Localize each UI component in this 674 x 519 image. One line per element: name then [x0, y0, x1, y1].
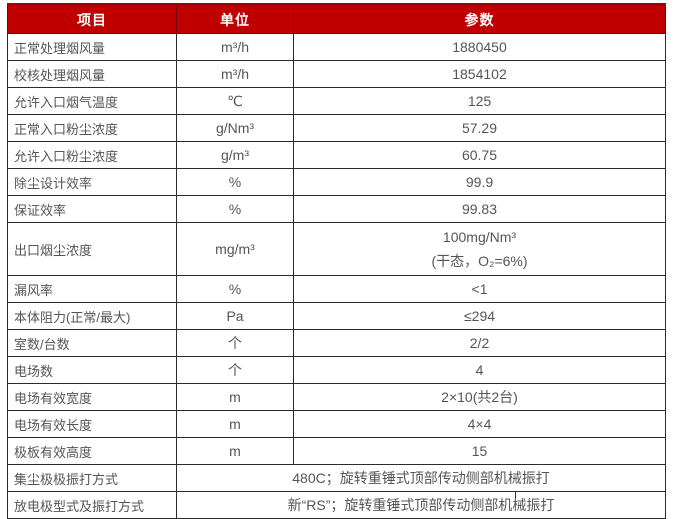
- unit-cell: m: [176, 383, 294, 411]
- value-cell: ≤294: [293, 302, 666, 330]
- value-line: (干态，O₂=6%): [431, 253, 528, 269]
- unit-cell: %: [176, 168, 294, 196]
- table-row: 电场有效宽度 m 2×10(共2台): [7, 383, 666, 411]
- table-row: 允许入口烟气温度 ℃ 125: [7, 87, 666, 115]
- merged-value-cell: 新“RS”；旋转重锤式顶部传动侧部机械振打: [176, 491, 666, 519]
- unit-cell: g/m³: [176, 141, 294, 169]
- unit-cell: m³/h: [176, 60, 294, 88]
- value-cell: 4×4: [293, 410, 666, 438]
- item-cell: 保证效率: [7, 195, 177, 223]
- table-row: 电场有效长度 m 4×4: [7, 410, 666, 438]
- unit-cell: Pa: [176, 302, 294, 330]
- unit-cell: 个: [176, 356, 294, 384]
- table-row: 出口烟尘浓度 mg/m³ 100mg/Nm³ (干态，O₂=6%): [7, 222, 666, 276]
- unit-cell: 个: [176, 329, 294, 357]
- item-cell: 校核处理烟风量: [7, 60, 177, 88]
- table-row: 本体阻力(正常/最大) Pa ≤294: [7, 302, 666, 330]
- value-cell: 1880450: [293, 33, 666, 61]
- unit-cell: %: [176, 275, 294, 303]
- table-row: 极板有效高度 m 15: [7, 437, 666, 465]
- item-cell: 室数/台数: [7, 329, 177, 357]
- table-row: 除尘设计效率% 99.9: [7, 168, 666, 196]
- value-cell: 60.75: [293, 141, 666, 169]
- value-line: 100mg/Nm³: [442, 229, 517, 245]
- item-cell: 允许入口烟气温度: [7, 87, 177, 115]
- col-header-item: 项目: [7, 3, 177, 34]
- value-cell: 99.83: [293, 195, 666, 223]
- cropped-next-row-border-left: [176, 491, 177, 498]
- unit-cell: m: [176, 410, 294, 438]
- unit-cell: g/Nm³: [176, 114, 294, 142]
- spec-table-header: 项目 单位 参数: [7, 3, 666, 34]
- value-cell: 99.9: [293, 168, 666, 196]
- value-cell: <1: [293, 275, 666, 303]
- table-row: 正常处理烟风量 m³/h 1880450: [7, 33, 666, 61]
- value-cell: 57.29: [293, 114, 666, 142]
- unit-cell: mg/m³: [176, 222, 294, 276]
- unit-cell: ℃: [176, 87, 294, 115]
- value-cell: 2/2: [293, 329, 666, 357]
- col-header-unit: 单位: [176, 3, 294, 34]
- item-cell: 正常入口粉尘浓度: [7, 114, 177, 142]
- value-cell: 2×10(共2台): [293, 383, 666, 411]
- item-cell: 漏风率: [7, 275, 177, 303]
- item-cell: 电场数: [7, 356, 177, 384]
- table-row: 室数/台数个 2/2: [7, 329, 666, 357]
- table-row: 校核处理烟风量 m³/h 1854102: [7, 60, 666, 88]
- value-cell: 125: [293, 87, 666, 115]
- spec-table: 项目 单位 参数 正常处理烟风量 m³/h 1880450 校核处理烟风量 m³/h 18…: [7, 3, 666, 519]
- spec-table-body: 正常处理烟风量 m³/h 1880450 校核处理烟风量 m³/h 1854102 允许入口…: [7, 33, 666, 519]
- item-cell: 允许入口粉尘浓度: [7, 141, 177, 169]
- value-cell: 1854102: [293, 60, 666, 88]
- value-cell: 4: [293, 356, 666, 384]
- table-row: 允许入口粉尘浓度 g/m³ 60.75: [7, 141, 666, 169]
- unit-cell: %: [176, 195, 294, 223]
- table-row: 电场数个 4: [7, 356, 666, 384]
- header-row: 项目 单位 参数: [7, 3, 666, 34]
- unit-cell: m³/h: [176, 33, 294, 61]
- value-cell: 100mg/Nm³ (干态，O₂=6%): [293, 222, 666, 276]
- item-cell: 电场有效宽度: [7, 383, 177, 411]
- item-cell: 出口烟尘浓度: [7, 222, 177, 276]
- table-row: 集尘极极振打方式 480C；旋转重锤式顶部传动侧部机械振打: [7, 464, 666, 492]
- unit-cell: m: [176, 437, 294, 465]
- table-row: 正常入口粉尘浓度 g/Nm³ 57.29: [7, 114, 666, 142]
- col-header-value: 参数: [293, 3, 666, 34]
- table-row: 漏风率% <1: [7, 275, 666, 303]
- item-cell: 极板有效高度: [7, 437, 177, 465]
- table-row: 保证效率% 99.83: [7, 195, 666, 223]
- cropped-next-row-border-right: [515, 491, 516, 498]
- item-cell: 正常处理烟风量: [7, 33, 177, 61]
- item-cell: 电场有效长度: [7, 410, 177, 438]
- table-row: 放电极型式及振打方式 新“RS”；旋转重锤式顶部传动侧部机械振打: [7, 491, 666, 519]
- item-cell: 集尘极极振打方式: [7, 464, 177, 492]
- value-cell: 15: [293, 437, 666, 465]
- merged-value-cell: 480C；旋转重锤式顶部传动侧部机械振打: [176, 464, 666, 492]
- item-cell: 放电极型式及振打方式: [7, 491, 177, 519]
- item-cell: 除尘设计效率: [7, 168, 177, 196]
- item-cell: 本体阻力(正常/最大): [7, 302, 177, 330]
